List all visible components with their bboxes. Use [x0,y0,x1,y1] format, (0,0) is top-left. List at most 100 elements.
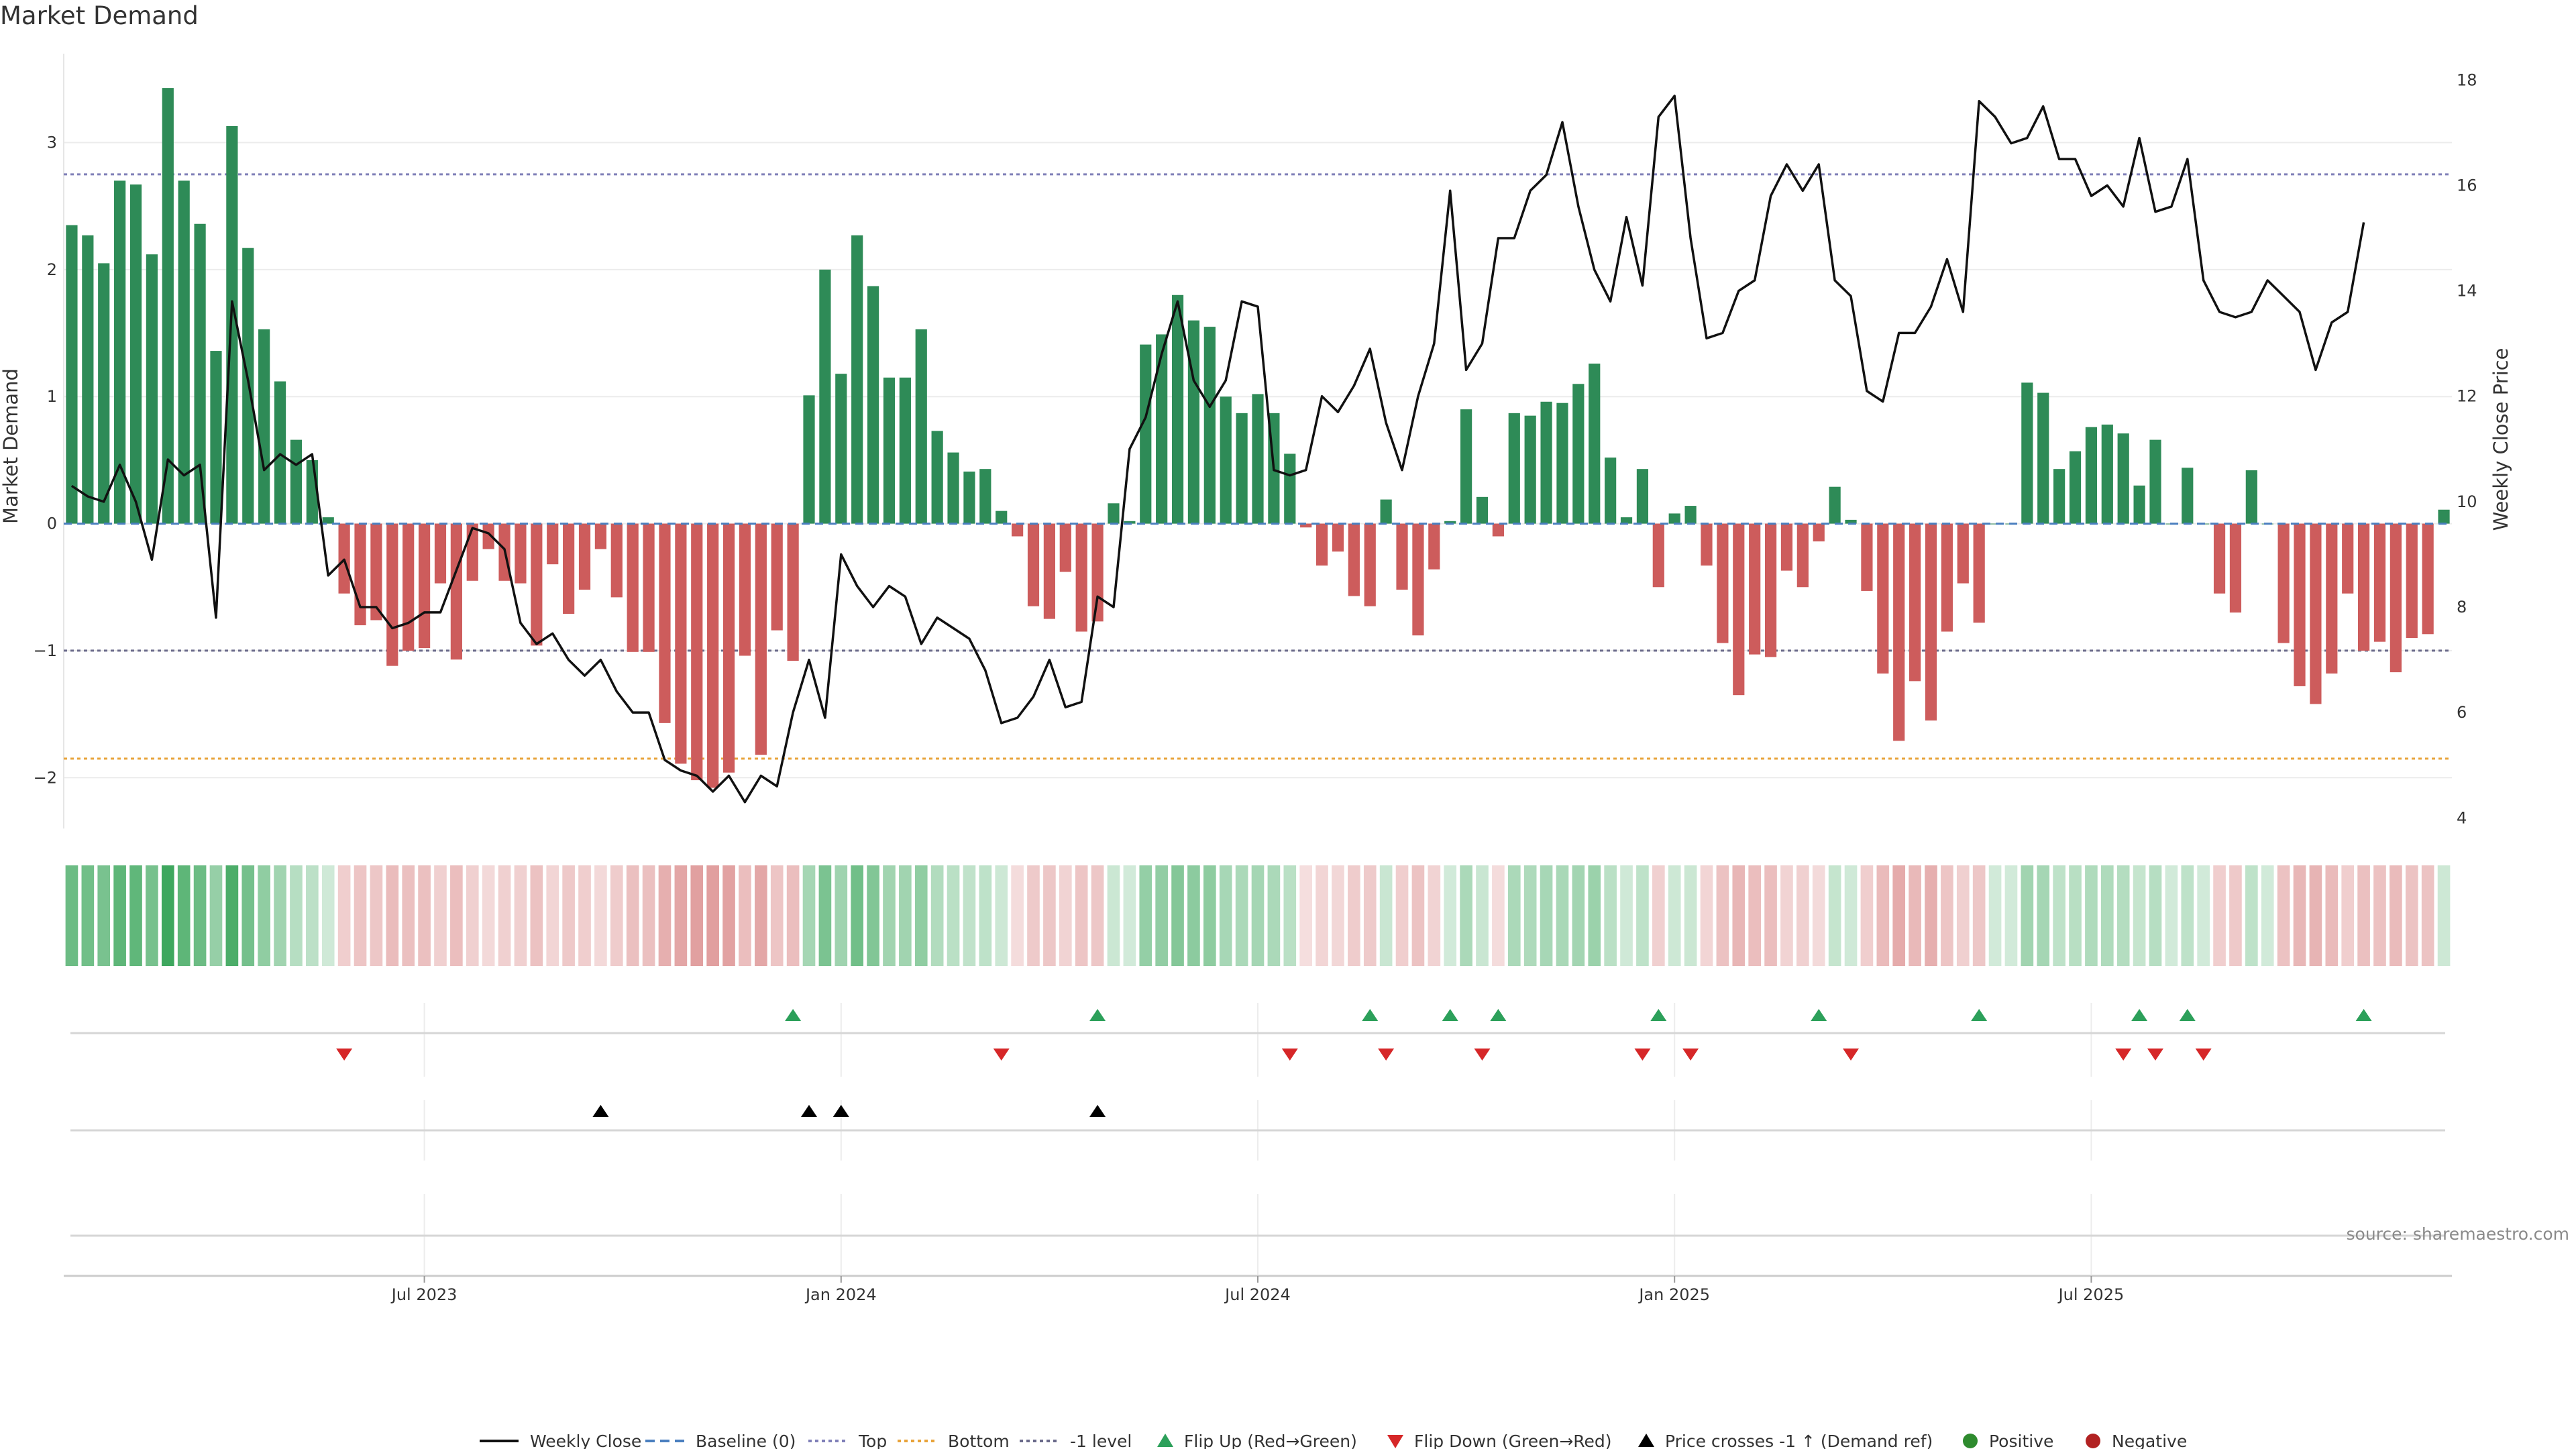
heat-cell [930,865,944,966]
heat-cell [161,865,174,966]
heat-cell [193,865,207,966]
heat-cell [1796,865,1809,966]
demand-bar [1589,364,1601,524]
demand-bar [1027,523,1040,606]
price-cross-marker [592,1105,609,1117]
demand-bar [1043,523,1055,619]
heat-cell [786,865,800,966]
demand-bar [1877,523,1889,674]
heat-cell [1892,865,1906,966]
heat-cell [1075,865,1088,966]
demand-bar [547,523,559,565]
heat-cell [2341,865,2355,966]
heat-cell [947,865,960,966]
demand-bar [1284,453,1296,524]
heat-cell [2004,865,2018,966]
demand-bar [1717,523,1729,643]
heat-cell [2053,865,2065,966]
flip-down-marker [1378,1049,1395,1061]
heat-cell [578,865,591,966]
legend-item: Flip Down (Green→Red) [1387,1432,1612,1449]
right-axis-label: Weekly Close Price [2489,348,2512,531]
legend-label: Baseline (0) [696,1432,796,1449]
demand-bar [1108,503,1120,524]
demand-bar [610,523,623,598]
left-tick-label: 1 [47,387,57,406]
heat-cell [129,865,142,966]
heat-cell [113,865,126,966]
demand-bar [707,523,719,788]
flip-up-marker [1089,1009,1106,1021]
heat-cell [802,865,816,966]
heat-cell [1925,865,1937,966]
demand-bar [675,523,687,764]
heat-cell [65,865,78,966]
heat-cell [514,865,527,966]
heat-cell [434,865,447,966]
right-axis-ticks: 4 6 8 10 12 14 16 18 [2457,70,2477,827]
demand-bar [1187,320,1200,524]
x-tick-label: Jul 2024 [1224,1285,1291,1304]
demand-bar [1412,523,1424,636]
demand-bar [1364,523,1376,606]
heat-cell [2133,865,2146,966]
heat-cell [2405,865,2418,966]
heat-cell [2261,865,2274,966]
heat-cell [1283,865,1297,966]
heat-cell [1235,865,1248,966]
heat-cell [755,865,767,966]
heat-cell [402,865,415,966]
demand-bar [146,254,158,524]
demand-bar [1316,523,1328,566]
x-tick-label: Jan 2025 [1638,1285,1710,1304]
demand-bar [2053,469,2065,524]
price-cross-marker [801,1105,818,1117]
heat-cell [450,865,463,966]
demand-bar [979,469,991,524]
heat-cell [2213,865,2226,966]
demand-bar [515,523,527,584]
heat-cell [2325,865,2339,966]
demand-bar [1733,523,1745,696]
flip-down-icon [1387,1435,1403,1448]
demand-bar [1813,523,1825,542]
flip-up-marker [1650,1009,1667,1021]
demand-bar [1652,523,1664,588]
demand-bar [450,523,462,660]
left-tick-label: −2 [34,768,57,787]
demand-bar [867,286,879,524]
legend-label: Positive [1989,1432,2053,1449]
heat-cell [482,865,495,966]
right-tick-label: 12 [2457,387,2477,406]
price-cross-marker [833,1105,849,1117]
demand-bar [1572,384,1585,524]
heat-cell [1844,865,1858,966]
demand-bar [2085,427,2098,524]
heat-cell [1171,865,1184,966]
heat-cell [1941,865,1953,966]
flip-up-marker [1442,1009,1458,1021]
heat-cell [979,865,992,966]
demand-bar [1941,523,1953,632]
demand-bar [947,452,959,524]
heat-cell [2069,865,2082,966]
heat-cell [1588,865,1601,966]
demand-bar [803,395,815,524]
heat-cell [81,865,95,966]
legend-label: Negative [2112,1432,2187,1449]
heat-cell [770,865,784,966]
heat-cell [1764,865,1777,966]
demand-bar [691,523,703,781]
flip-down-marker [2115,1049,2132,1061]
positive-icon [1963,1434,1978,1448]
heat-cell [1155,865,1168,966]
heat-cell [241,865,255,966]
heat-cell [1107,865,1120,966]
legend-label: Weekly Close [530,1432,641,1449]
demand-bar [1780,523,1793,571]
left-tick-label: 0 [47,515,57,533]
heat-cell [1219,865,1232,966]
heat-cell [498,865,511,966]
demand-bar [563,523,575,614]
